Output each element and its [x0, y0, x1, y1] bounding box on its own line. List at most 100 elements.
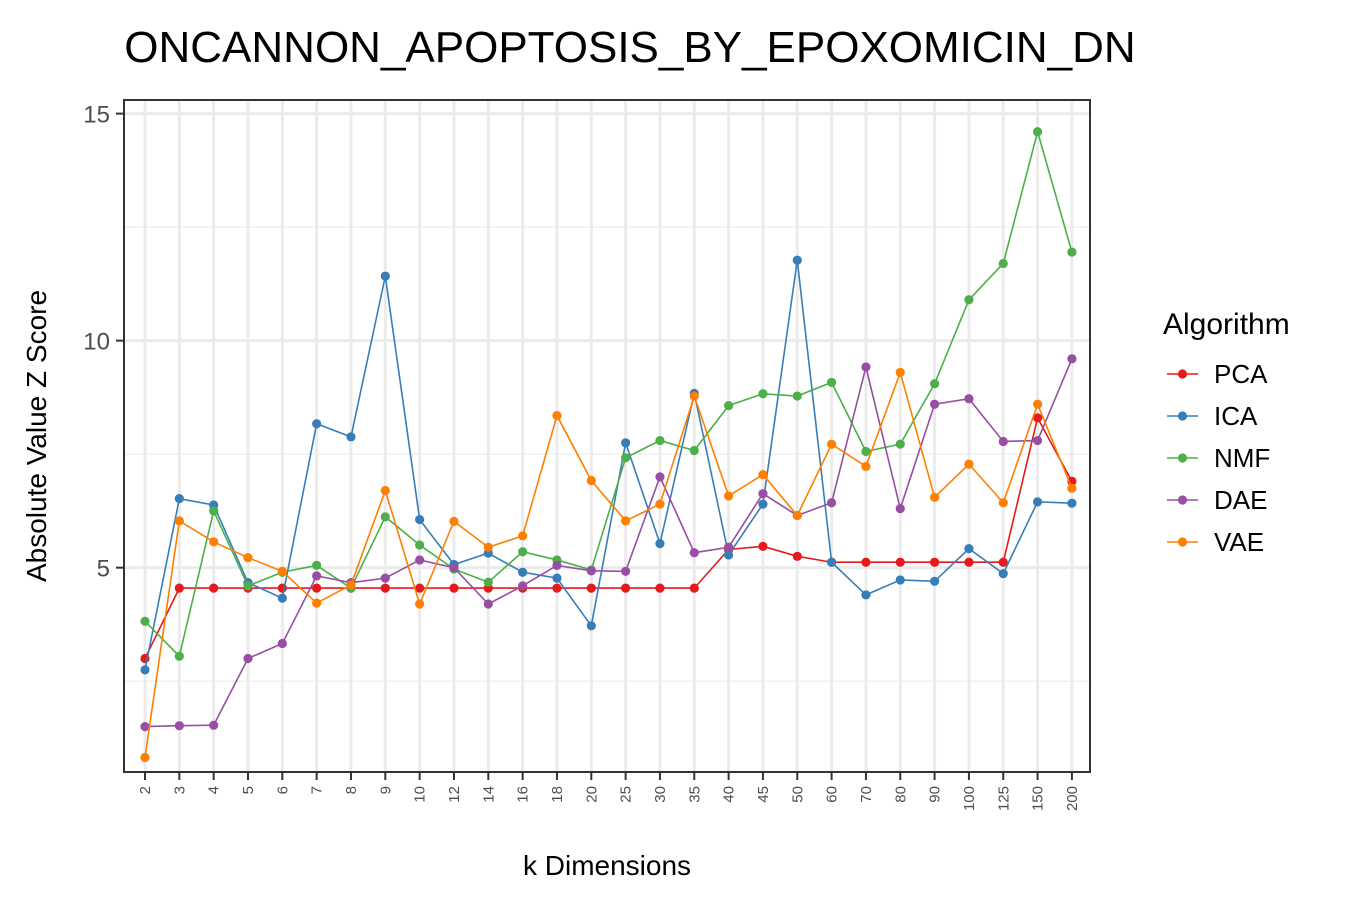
- data-point: [998, 498, 1008, 508]
- data-point: [1032, 399, 1043, 409]
- data-point: [586, 566, 596, 576]
- data-point: [998, 557, 1008, 567]
- data-point: [1067, 483, 1077, 493]
- data-point: [724, 550, 734, 560]
- data-point: [449, 516, 459, 526]
- data-point: [1032, 435, 1043, 446]
- x-tick-label: 20: [583, 786, 600, 803]
- data-point: [689, 391, 699, 401]
- data-point: [655, 499, 665, 509]
- data-point: [827, 439, 837, 449]
- chart-title: ONCANNON_APOPTOSIS_BY_EPOXOMICIN_DN: [124, 23, 1135, 72]
- data-point: [895, 557, 905, 567]
- data-point: [140, 665, 150, 675]
- x-axis: 2 3 4 5 6 7 8 9 10 12 14 16 18 20 25 30 35 40 45 50 60 70 80 90…: [137, 772, 1081, 811]
- y-axis-title: Absolute Value Z Score: [21, 290, 52, 582]
- y-axis: 5 10 15: [83, 102, 124, 583]
- data-point: [792, 391, 802, 401]
- legend-key-point: [1177, 537, 1188, 547]
- series-group: [140, 127, 1077, 763]
- data-point: [380, 271, 390, 281]
- legend-item-pca: PCA: [1167, 359, 1268, 389]
- series-pca: [140, 413, 1077, 664]
- data-point: [209, 506, 219, 516]
- x-tick-label: 12: [446, 786, 463, 803]
- data-point: [758, 469, 768, 480]
- x-tick-label: 25: [618, 786, 635, 803]
- series-line-nmf: [144, 128, 1073, 658]
- data-point: [929, 557, 940, 567]
- x-axis-title: k Dimensions: [523, 850, 691, 881]
- x-tick-label: 45: [755, 786, 772, 803]
- data-point: [518, 547, 528, 557]
- plot-panel-border: [123, 99, 1091, 773]
- grid-major: [124, 100, 1090, 772]
- data-point: [827, 498, 837, 508]
- data-point: [552, 583, 562, 593]
- data-point: [621, 438, 631, 448]
- data-point: [621, 566, 631, 576]
- data-point: [655, 472, 665, 482]
- data-point: [724, 400, 734, 411]
- legend-label: VAE: [1214, 527, 1264, 557]
- legend: Algorithm PCA ICA NMF DAE VAE: [1163, 308, 1290, 557]
- data-point: [792, 255, 802, 265]
- data-point: [380, 573, 390, 583]
- x-tick-label: 70: [858, 786, 875, 803]
- y-tick-label: 5: [97, 556, 110, 583]
- data-point: [140, 721, 150, 732]
- data-point: [586, 583, 596, 593]
- data-point: [209, 583, 219, 593]
- legend-item-ica: ICA: [1167, 401, 1258, 431]
- series-dae: [140, 354, 1077, 732]
- data-point: [724, 542, 734, 552]
- data-point: [312, 560, 322, 571]
- data-point: [1032, 127, 1043, 137]
- data-point: [586, 475, 596, 486]
- data-point: [483, 599, 493, 609]
- data-point: [518, 567, 528, 577]
- data-point: [415, 540, 425, 550]
- legend-label: PCA: [1214, 359, 1268, 389]
- legend-item-vae: VAE: [1167, 527, 1264, 557]
- data-point: [552, 410, 562, 421]
- data-point: [792, 510, 802, 521]
- data-point: [621, 453, 631, 463]
- data-point: [277, 638, 287, 649]
- legend-key-point: [1177, 369, 1188, 379]
- data-point: [518, 581, 528, 591]
- legend-key-point: [1177, 495, 1188, 505]
- grid-minor: [124, 226, 1090, 682]
- data-point: [827, 557, 837, 567]
- x-tick-label: 90: [927, 786, 944, 803]
- x-tick-label: 60: [824, 786, 841, 803]
- data-point: [174, 516, 184, 526]
- data-point: [758, 541, 768, 551]
- data-point: [552, 560, 562, 571]
- x-tick-label: 35: [686, 786, 703, 803]
- legend-label: NMF: [1214, 443, 1270, 473]
- series-line-dae: [144, 358, 1073, 728]
- x-tick-label: 9: [377, 786, 394, 794]
- data-point: [861, 557, 871, 567]
- legend-key-point: [1177, 411, 1188, 421]
- series-vae: [140, 367, 1077, 763]
- data-point: [312, 598, 322, 608]
- legend-label: ICA: [1214, 401, 1258, 431]
- data-point: [415, 555, 425, 565]
- data-point: [861, 461, 871, 472]
- x-tick-label: 3: [171, 786, 188, 794]
- legend-item-dae: DAE: [1167, 485, 1267, 515]
- data-point: [312, 583, 322, 593]
- data-point: [861, 362, 871, 372]
- data-point: [1032, 497, 1043, 507]
- data-point: [758, 389, 768, 399]
- x-tick-label: 7: [309, 786, 326, 794]
- data-point: [964, 557, 974, 567]
- series-ica: [140, 255, 1077, 675]
- data-point: [827, 377, 837, 388]
- x-tick-label: 14: [480, 786, 497, 803]
- data-point: [586, 621, 596, 631]
- data-point: [724, 491, 734, 501]
- data-point: [964, 544, 974, 554]
